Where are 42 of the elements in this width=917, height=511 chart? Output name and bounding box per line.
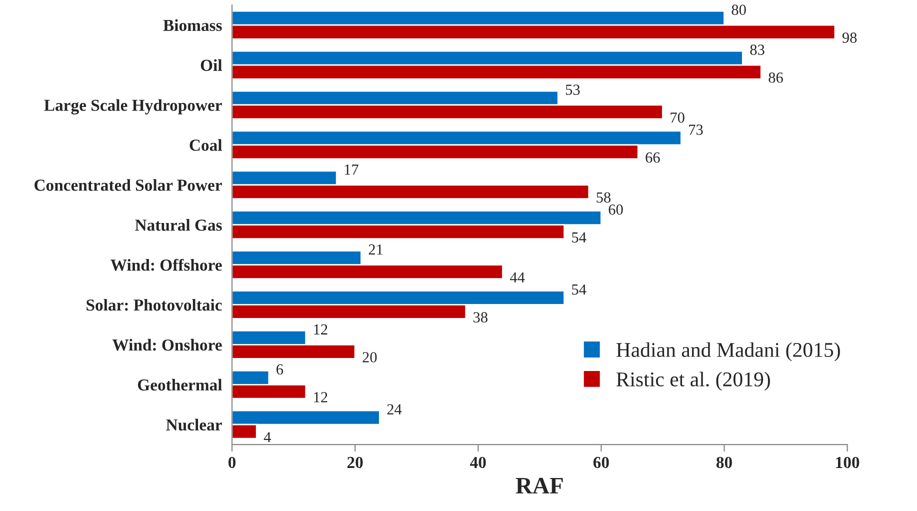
y-tick-label: Natural Gas xyxy=(135,219,222,231)
data-label: 80 xyxy=(732,4,746,15)
y-tick-label: Coal xyxy=(190,139,222,151)
legend-label: Ristic et al. (2019) xyxy=(616,372,770,391)
y-tick-label: Nuclear xyxy=(166,418,222,431)
data-label: 58 xyxy=(596,192,611,203)
y-tick-label: Wind: Onshore xyxy=(112,338,222,351)
data-label: 83 xyxy=(750,44,764,55)
legend-label: Hadian and Madani (2015) xyxy=(616,342,840,362)
y-tick-label: Solar: Photovoltaic xyxy=(86,298,222,311)
data-label: 73 xyxy=(689,124,703,135)
data-label: 66 xyxy=(646,152,660,163)
data-label: 60 xyxy=(608,204,623,215)
data-label: 53 xyxy=(566,84,580,95)
y-tick-label: Wind: Offshore xyxy=(110,258,222,271)
data-label: 86 xyxy=(768,72,783,83)
y-tick-label: Concentrated Solar Power xyxy=(34,179,222,191)
x-tick-label: 40 xyxy=(470,456,486,468)
x-tick-label: 100 xyxy=(836,456,860,468)
data-label: 98 xyxy=(842,32,857,43)
x-tick-label: 20 xyxy=(347,456,363,468)
data-label: 44 xyxy=(510,272,525,282)
data-label: 54 xyxy=(572,284,586,295)
data-label: 12 xyxy=(314,392,328,402)
data-label: 6 xyxy=(276,364,284,375)
data-label: 38 xyxy=(473,312,488,322)
data-label: 70 xyxy=(670,112,684,123)
data-label: 24 xyxy=(387,404,402,414)
y-tick-label: Biomass xyxy=(163,19,222,32)
data-label: 4 xyxy=(264,432,271,442)
data-label: 20 xyxy=(362,352,377,362)
x-tick-label: 80 xyxy=(716,456,732,468)
data-label: 21 xyxy=(368,244,383,255)
y-tick-label: Large Scale Hydropower xyxy=(44,99,222,114)
x-axis-title: RAF xyxy=(516,478,563,494)
data-label: 12 xyxy=(314,324,328,334)
data-label: 54 xyxy=(572,232,586,243)
x-tick-label: 60 xyxy=(593,456,609,468)
y-tick-label: Geothermal xyxy=(138,378,222,391)
y-tick-label: Oil xyxy=(200,59,222,71)
x-tick-label: 0 xyxy=(228,456,236,468)
data-label: 17 xyxy=(344,164,358,175)
